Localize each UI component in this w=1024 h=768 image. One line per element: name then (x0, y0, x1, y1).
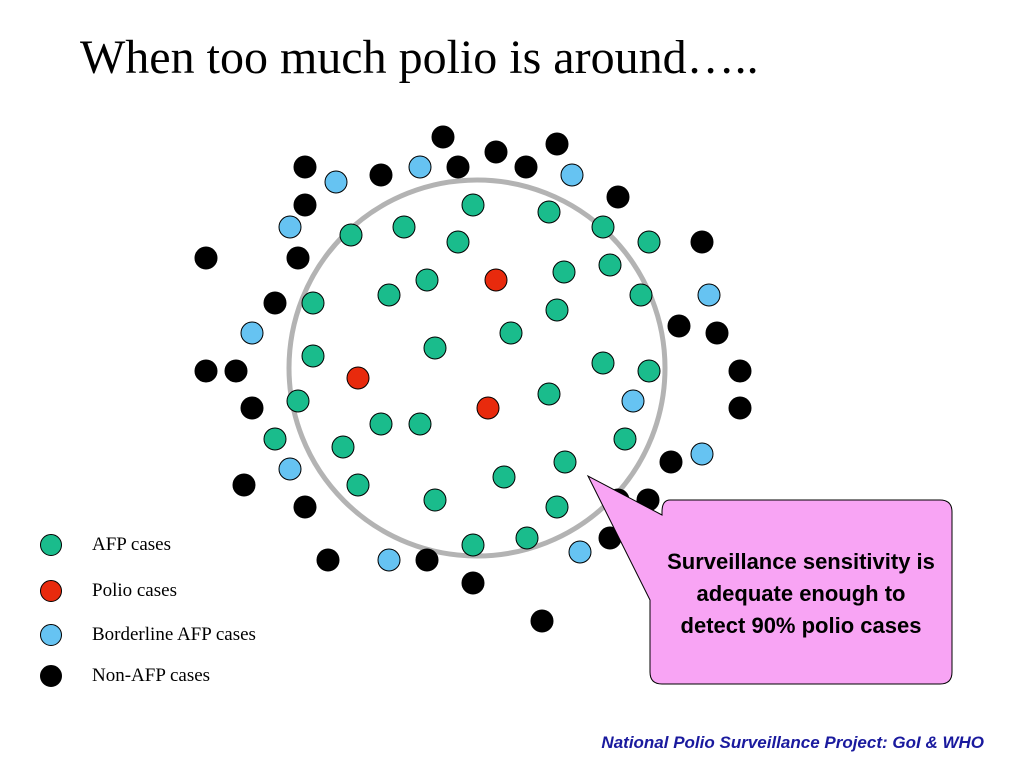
legend-label-borderline: Borderline AFP cases (92, 624, 256, 645)
afp-case-dot (339, 223, 363, 247)
afp-case-dot (415, 268, 439, 292)
afp-case-dot (591, 351, 615, 375)
non-afp-case-dot (293, 155, 317, 179)
afp-marker (40, 534, 62, 556)
legend-label-polio: Polio cases (92, 580, 177, 601)
legend-item-non-afp: Non-AFP cases (40, 663, 340, 691)
afp-case-dot (545, 298, 569, 322)
borderline-afp-case-dot (697, 283, 721, 307)
afp-case-dot (423, 336, 447, 360)
polio-case-dot (476, 396, 500, 420)
borderline-afp-case-dot (690, 442, 714, 466)
non-afp-case-dot (728, 396, 752, 420)
non-afp-case-dot (293, 495, 317, 519)
polio-case-dot (484, 268, 508, 292)
non-afp-case-dot (194, 359, 218, 383)
borderline-afp-case-dot (568, 540, 592, 564)
afp-case-dot (369, 412, 393, 436)
polio-case-dot (346, 366, 370, 390)
afp-case-dot (591, 215, 615, 239)
non-afp-case-dot (232, 473, 256, 497)
non-afp-case-dot (667, 314, 691, 338)
non-afp-case-dot (514, 155, 538, 179)
non-afp-case-dot (545, 132, 569, 156)
afp-case-dot (637, 230, 661, 254)
afp-case-dot (446, 230, 470, 254)
borderline-afp-case-dot (408, 155, 432, 179)
afp-case-dot (613, 427, 637, 451)
afp-case-dot (461, 193, 485, 217)
slide-title: When too much polio is around….. (80, 31, 759, 84)
borderline-afp-case-dot (324, 170, 348, 194)
non-afp-case-dot (461, 571, 485, 595)
non-afp-case-dot (659, 450, 683, 474)
case-dots (194, 125, 752, 633)
non-afp-case-dot (293, 193, 317, 217)
afp-case-dot (286, 389, 310, 413)
non-afp-case-dot (415, 548, 439, 572)
afp-case-dot (492, 465, 516, 489)
afp-case-dot (301, 344, 325, 368)
afp-case-dot (637, 359, 661, 383)
borderline-marker (40, 624, 62, 646)
afp-case-dot (346, 473, 370, 497)
afp-case-dot (301, 291, 325, 315)
afp-case-dot (629, 283, 653, 307)
legend-item-afp: AFP cases (40, 532, 340, 560)
borderline-afp-case-dot (278, 215, 302, 239)
non-afp-case-dot (224, 359, 248, 383)
non-afp-case-dot (484, 140, 508, 164)
non-afp-marker (40, 665, 62, 687)
legend-label-afp: AFP cases (92, 534, 171, 555)
footer-credit: National Polio Surveillance Project: GoI… (601, 733, 984, 752)
afp-case-dot (392, 215, 416, 239)
non-afp-case-dot (369, 163, 393, 187)
legend-item-polio: Polio cases (40, 578, 340, 606)
afp-case-dot (263, 427, 287, 451)
borderline-afp-case-dot (377, 548, 401, 572)
afp-case-dot (537, 382, 561, 406)
non-afp-case-dot (530, 609, 554, 633)
afp-case-dot (515, 526, 539, 550)
afp-case-dot (461, 533, 485, 557)
non-afp-case-dot (316, 548, 340, 572)
afp-case-dot (377, 283, 401, 307)
non-afp-case-dot (728, 359, 752, 383)
afp-case-dot (499, 321, 523, 345)
non-afp-case-dot (606, 185, 630, 209)
borderline-afp-case-dot (621, 389, 645, 413)
afp-case-dot (552, 260, 576, 284)
afp-case-dot (331, 435, 355, 459)
borderline-afp-case-dot (278, 457, 302, 481)
non-afp-case-dot (194, 246, 218, 270)
surveillance-ring (286, 177, 668, 559)
non-afp-case-dot (446, 155, 470, 179)
polio-marker (40, 580, 62, 602)
borderline-afp-case-dot (560, 163, 584, 187)
afp-case-dot (408, 412, 432, 436)
callout-text: Surveillance sensitivity is adequate eno… (667, 549, 935, 638)
non-afp-case-dot (690, 230, 714, 254)
non-afp-case-dot (263, 291, 287, 315)
callout-box (586, 474, 953, 685)
afp-case-dot (598, 253, 622, 277)
non-afp-case-dot (286, 246, 310, 270)
non-afp-case-dot (431, 125, 455, 149)
legend-label-non-afp: Non-AFP cases (92, 665, 211, 686)
afp-case-dot (553, 450, 577, 474)
non-afp-case-dot (705, 321, 729, 345)
legend-item-borderline: Borderline AFP cases (40, 622, 340, 650)
afp-case-dot (423, 488, 447, 512)
afp-case-dot (537, 200, 561, 224)
non-afp-case-dot (240, 396, 264, 420)
afp-case-dot (545, 495, 569, 519)
borderline-afp-case-dot (240, 321, 264, 345)
